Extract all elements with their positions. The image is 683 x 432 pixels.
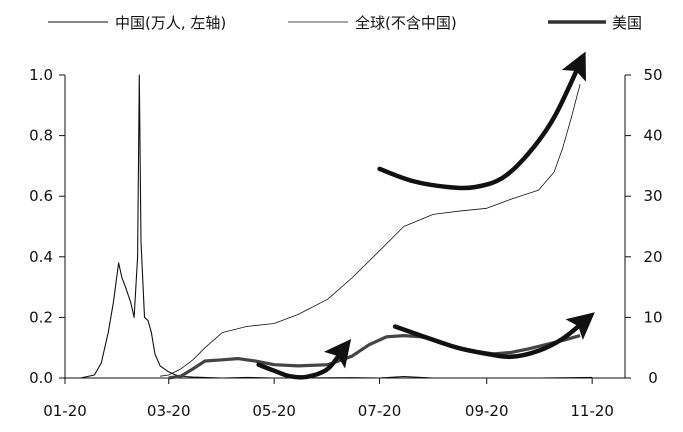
x-tick-label: 01-20 xyxy=(43,402,87,420)
series-line-us xyxy=(168,334,581,380)
right-y-tick-label: 50 xyxy=(643,66,662,84)
right-y-tick-label: 10 xyxy=(643,308,662,326)
series-line-global xyxy=(160,83,581,377)
x-tick-label: 03-20 xyxy=(147,402,191,420)
right-y-tick-label: 20 xyxy=(643,248,662,266)
x-tick-label: 11-20 xyxy=(570,402,614,420)
left-y-tick-label: 0.0 xyxy=(29,369,53,387)
left-y-tick-label: 0.4 xyxy=(29,248,53,266)
right-y-tick-label: 40 xyxy=(643,127,662,145)
trend-arrow-2 xyxy=(377,51,586,191)
x-ticks: 01-20 03-20 05-20 07-20 09-20 11-20 xyxy=(43,378,614,420)
x-tick-label: 09-20 xyxy=(465,402,509,420)
left-y-tick-label: 1.0 xyxy=(29,66,53,84)
series-line-china xyxy=(80,74,593,379)
right-y-ticks: 0 10 20 30 40 50 xyxy=(625,66,663,387)
left-y-tick-label: 0.2 xyxy=(29,308,53,326)
legend-label-china: 中国(万人, 左轴) xyxy=(115,14,226,32)
left-y-tick-label: 0.6 xyxy=(29,187,53,205)
legend: 中国(万人, 左轴) 全球(不含中国) 美国 xyxy=(48,14,642,32)
right-y-tick-label: 0 xyxy=(648,369,658,387)
x-tick-label: 05-20 xyxy=(252,402,296,420)
left-y-ticks: 0.0 0.2 0.4 0.6 0.8 1.0 xyxy=(29,66,65,387)
trend-arrow-3 xyxy=(392,312,595,360)
series-layer xyxy=(80,74,593,380)
right-y-tick-label: 30 xyxy=(643,187,662,205)
legend-label-us: 美国 xyxy=(612,14,642,32)
left-y-tick-label: 0.8 xyxy=(29,127,53,145)
legend-label-global: 全球(不含中国) xyxy=(355,14,457,32)
axes xyxy=(64,75,626,379)
trend-arrows xyxy=(256,51,595,380)
x-tick-label: 07-20 xyxy=(358,402,402,420)
trend-arrow-1 xyxy=(256,338,352,380)
